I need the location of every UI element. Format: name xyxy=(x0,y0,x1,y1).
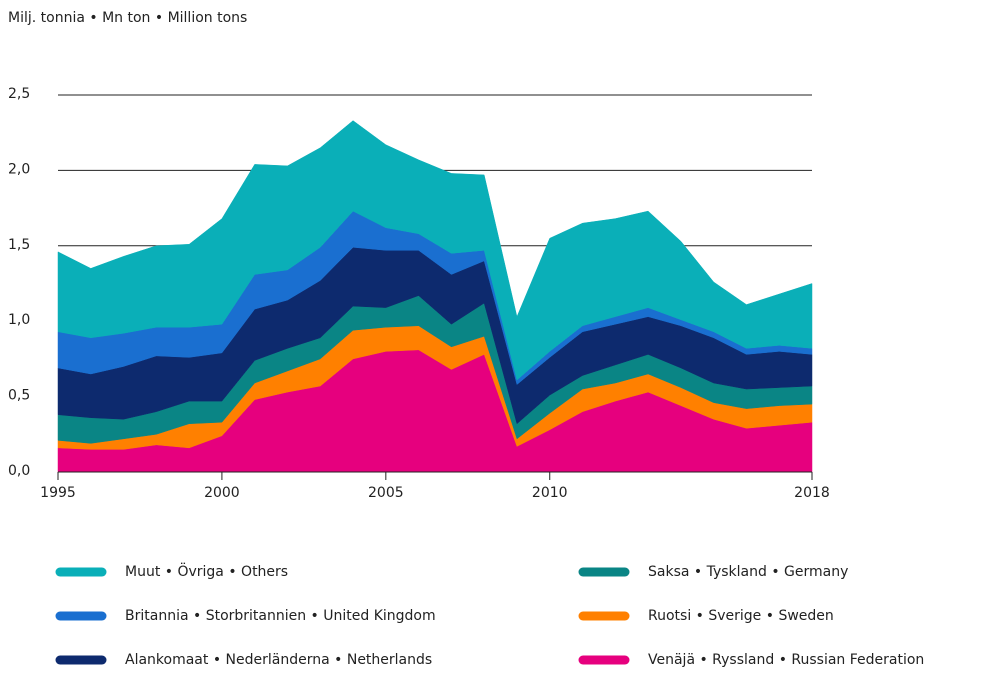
x-tick-label: 2010 xyxy=(532,485,568,501)
legend-label: Muut • Övriga • Others xyxy=(125,562,288,580)
legend-label: Venäjä • Ryssland • Russian Federation xyxy=(648,652,924,668)
area xyxy=(57,120,813,381)
legend-label: Ruotsi • Sverige • Sweden xyxy=(648,608,834,624)
y-tick-label: 1,0 xyxy=(8,312,30,328)
legend-label: Alankomaat • Nederländerna • Netherlands xyxy=(125,652,432,668)
y-tick-label: 2,0 xyxy=(8,161,30,177)
y-tick-label: 0,0 xyxy=(8,463,30,479)
y-tick-label: 0,5 xyxy=(8,388,30,404)
legend-label: Saksa • Tyskland • Germany xyxy=(648,564,848,580)
y-tick-label: 1,5 xyxy=(8,237,30,253)
x-tick-label: 2000 xyxy=(204,485,240,501)
chart-title: Milj. tonnia • Mn ton • Million tons xyxy=(8,10,247,26)
legend-label: Britannia • Storbritannien • United King… xyxy=(125,608,436,624)
x-tick-label: 1995 xyxy=(40,485,76,501)
x-tick-label: 2018 xyxy=(794,485,830,501)
x-tick-label: 2005 xyxy=(368,485,404,501)
y-tick-label: 2,5 xyxy=(8,86,30,102)
